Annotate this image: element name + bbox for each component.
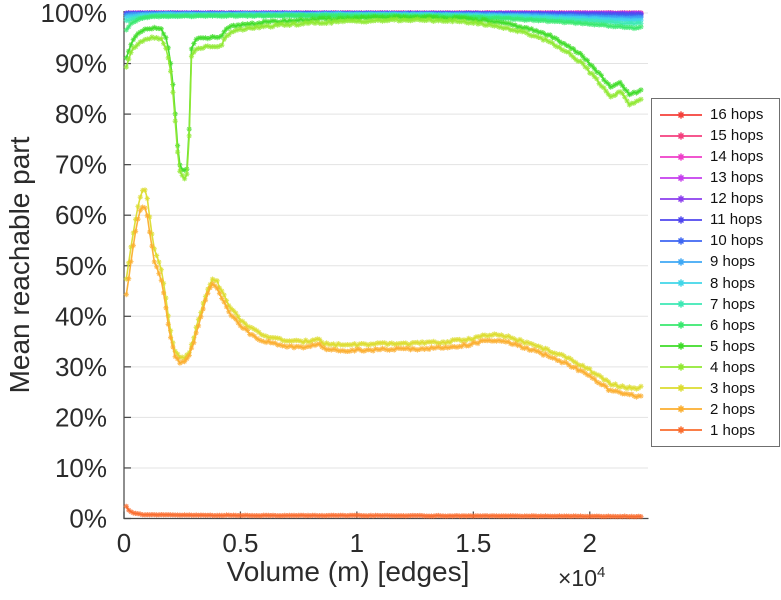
legend-asterisk-marker-icon <box>677 131 685 140</box>
legend-asterisk-marker-icon <box>677 342 685 350</box>
legend-asterisk-marker-icon <box>677 426 685 435</box>
legend-swatch-14-hops <box>660 153 702 161</box>
y-tick-label: 50% <box>55 251 107 281</box>
legend-item-label: 13 hops <box>710 169 764 187</box>
series-line <box>125 188 642 390</box>
legend-item: 16 hops <box>658 105 777 124</box>
legend-item: 9 hops <box>658 252 777 271</box>
legend-item: 13 hops <box>658 168 777 187</box>
legend-asterisk-marker-icon <box>677 384 685 392</box>
legend-item: 12 hops <box>658 189 777 208</box>
legend-swatch-13-hops <box>660 174 702 182</box>
legend: 16 hops 15 hops 14 hops 13 hops 12 hops 11 ho… <box>651 98 780 447</box>
series-5-hops <box>123 13 644 173</box>
y-tick-label: 80% <box>55 99 107 129</box>
legend-asterisk-marker-icon <box>677 216 685 224</box>
legend-swatch-3-hops <box>660 384 702 392</box>
legend-swatch-7-hops <box>660 300 702 308</box>
legend-item-label: 10 hops <box>710 232 764 250</box>
legend-swatch-4-hops <box>660 363 702 371</box>
legend-item-label: 1 hops <box>710 421 756 439</box>
x-tick-label: 2 <box>583 528 597 558</box>
legend-item-label: 2 hops <box>710 400 756 418</box>
legend-swatch-11-hops <box>660 216 702 224</box>
legend-asterisk-marker-icon <box>677 258 685 266</box>
legend-item-label: 6 hops <box>710 316 756 334</box>
legend-asterisk-marker-icon <box>677 321 685 329</box>
series-markers <box>123 204 644 400</box>
legend-swatch-2-hops <box>660 405 702 413</box>
legend-item-label: 14 hops <box>710 148 764 166</box>
legend-item: 2 hops <box>658 400 777 419</box>
legend-swatch-12-hops <box>660 195 702 203</box>
legend-item: 8 hops <box>658 274 777 293</box>
series-2-hops <box>123 204 644 400</box>
legend-item-label: 8 hops <box>710 274 756 292</box>
legend-swatch-1-hops <box>660 426 702 435</box>
legend-item: 15 hops <box>658 126 777 145</box>
series-4-hops <box>123 16 644 182</box>
series-markers <box>123 503 644 520</box>
x-axis-exponent-base: ×10 <box>558 564 598 591</box>
legend-swatch-10-hops <box>660 237 702 245</box>
legend-item: 4 hops <box>658 358 777 377</box>
legend-swatch-15-hops <box>660 131 702 140</box>
gridlines <box>124 12 648 469</box>
x-axis-exponent-power: 4 <box>597 564 606 582</box>
series-markers <box>123 16 644 182</box>
legend-item-label: 3 hops <box>710 379 756 397</box>
legend-item: 5 hops <box>658 337 777 356</box>
legend-item-label: 11 hops <box>710 211 763 229</box>
y-tick-label: 100% <box>41 0 108 28</box>
x-tick-label: 1 <box>350 528 364 558</box>
x-axis-label: Volume (m) [edges] <box>226 556 470 587</box>
legend-asterisk-marker-icon <box>677 363 685 371</box>
legend-item-label: 15 hops <box>710 127 764 145</box>
x-axis-exponent: ×104 <box>558 564 605 592</box>
y-tick-label: 10% <box>55 453 107 483</box>
legend-asterisk-marker-icon <box>677 279 685 287</box>
legend-item-label: 12 hops <box>710 190 764 208</box>
legend-asterisk-marker-icon <box>677 174 685 182</box>
legend-swatch-16-hops <box>660 110 702 119</box>
legend-item: 7 hops <box>658 295 777 314</box>
legend-asterisk-marker-icon <box>677 195 685 203</box>
series-1-hops <box>123 503 644 520</box>
legend-item-label: 7 hops <box>710 295 756 313</box>
y-tick-label: 30% <box>55 352 107 382</box>
legend-asterisk-marker-icon <box>677 405 685 413</box>
legend-item: 11 hops <box>658 210 777 229</box>
y-tick-label: 0% <box>69 504 107 534</box>
legend-item-label: 5 hops <box>710 337 756 355</box>
legend-swatch-9-hops <box>660 258 702 266</box>
legend-item: 3 hops <box>658 379 777 398</box>
y-tick-label: 70% <box>55 150 107 180</box>
legend-item: 10 hops <box>658 231 777 250</box>
x-tick-label: 1.5 <box>455 528 491 558</box>
axes <box>123 11 649 520</box>
legend-item: 1 hops <box>658 421 777 440</box>
legend-asterisk-marker-icon <box>677 237 685 245</box>
legend-asterisk-marker-icon <box>677 110 685 119</box>
legend-item-label: 9 hops <box>710 253 756 271</box>
legend-item-label: 4 hops <box>710 358 756 376</box>
legend-asterisk-marker-icon <box>677 153 685 161</box>
x-tick-label: 0 <box>117 528 131 558</box>
legend-item-label: 16 hops <box>710 106 764 123</box>
y-tick-label: 40% <box>55 301 107 331</box>
y-tick-label: 90% <box>55 49 107 79</box>
legend-swatch-6-hops <box>660 321 702 329</box>
legend-item: 6 hops <box>658 316 777 335</box>
x-tick-label: 0.5 <box>222 528 258 558</box>
legend-swatch-5-hops <box>660 342 702 350</box>
y-tick-label: 20% <box>55 402 107 432</box>
legend-swatch-8-hops <box>660 279 702 287</box>
y-tick-label: 60% <box>55 200 107 230</box>
legend-asterisk-marker-icon <box>677 300 685 308</box>
series-markers <box>123 13 644 173</box>
legend-item: 14 hops <box>658 147 777 166</box>
